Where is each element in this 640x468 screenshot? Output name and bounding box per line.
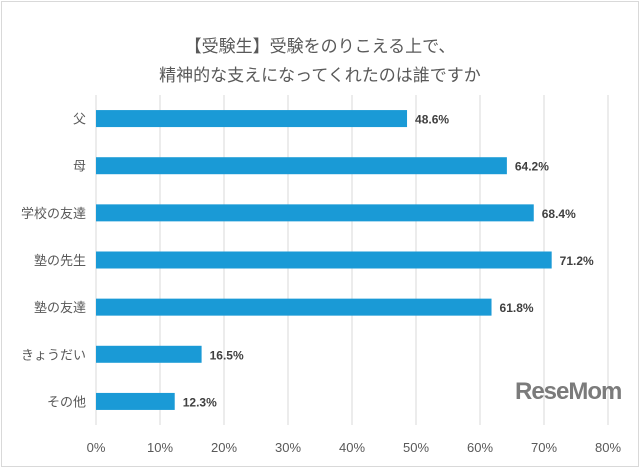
data-label: 61.8% bbox=[500, 301, 534, 315]
data-label: 48.6% bbox=[415, 113, 449, 127]
bar bbox=[96, 298, 492, 316]
bar bbox=[96, 345, 202, 363]
chart-title-line-1: 【受験生】受験をのりこえる上で、 bbox=[184, 37, 456, 57]
x-tick-label: 0% bbox=[87, 440, 106, 455]
category-label: 母 bbox=[73, 160, 86, 175]
data-label: 64.2% bbox=[515, 160, 549, 174]
category-label: その他 bbox=[47, 395, 86, 410]
data-label: 16.5% bbox=[210, 348, 244, 362]
category-label: きょうだい bbox=[21, 348, 86, 363]
x-tick-label: 60% bbox=[467, 440, 493, 455]
chart-title-line-2: 精神的な支えになってくれたのは誰ですか bbox=[159, 66, 481, 86]
x-tick-label: 80% bbox=[595, 440, 621, 455]
category-label: 父 bbox=[73, 113, 86, 128]
bar bbox=[96, 204, 534, 222]
x-tick-label: 40% bbox=[339, 440, 365, 455]
bar bbox=[96, 392, 175, 410]
data-label: 68.4% bbox=[542, 207, 576, 221]
category-label: 塾の先生 bbox=[34, 253, 86, 269]
resemom-watermark-logo: ReseMom bbox=[515, 378, 622, 405]
bar bbox=[96, 110, 408, 128]
bar bbox=[96, 157, 507, 175]
category-label: 塾の友達 bbox=[34, 300, 86, 316]
x-tick-label: 20% bbox=[211, 440, 237, 455]
x-tick-label: 30% bbox=[275, 440, 301, 455]
data-label: 12.3% bbox=[183, 395, 217, 409]
x-tick-label: 70% bbox=[531, 440, 557, 455]
x-tick-label: 50% bbox=[403, 440, 429, 455]
x-tick-label: 10% bbox=[147, 440, 173, 455]
data-label: 71.2% bbox=[560, 254, 594, 268]
category-label: 学校の友達 bbox=[21, 206, 86, 222]
bar bbox=[96, 251, 552, 269]
